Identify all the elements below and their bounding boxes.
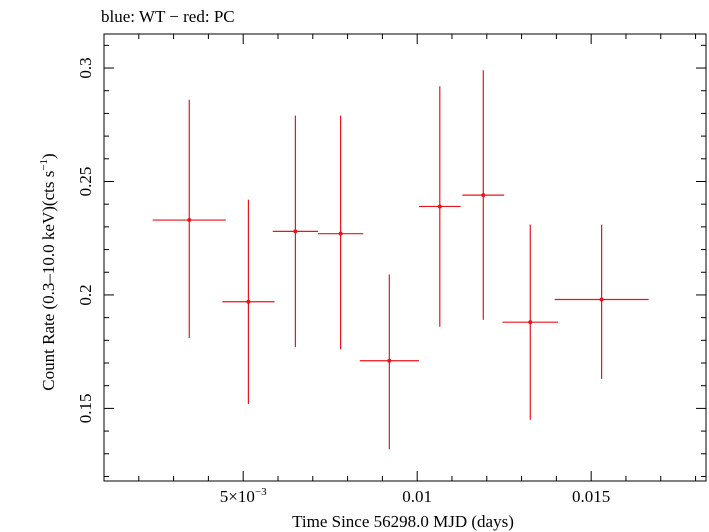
data-marker bbox=[338, 231, 343, 236]
x-axis: 5×10−3 0.01 0.015 bbox=[103, 34, 697, 506]
plot-border bbox=[103, 33, 707, 482]
x-tick-label-exponent: −3 bbox=[255, 486, 267, 498]
chart-title: blue: WT − red: PC bbox=[101, 7, 235, 26]
data-point bbox=[502, 224, 559, 420]
x-tick-label: 0.01 bbox=[402, 487, 432, 506]
data-marker bbox=[437, 204, 442, 209]
data-marker bbox=[187, 218, 192, 223]
data-series-pc bbox=[152, 70, 649, 450]
y-axis-label-exponent: −1 bbox=[38, 159, 50, 171]
plot-frame bbox=[103, 33, 707, 482]
y-tick-label: 0.3 bbox=[76, 57, 95, 78]
data-point bbox=[359, 274, 419, 450]
y-tick-label: 0.2 bbox=[76, 284, 95, 305]
x-tick-label-text: 0.01 bbox=[402, 487, 432, 506]
y-axis-label-main: Count Rate (0.3–10.0 keV)(cts s bbox=[39, 171, 58, 391]
x-axis-label: Time Since 56298.0 MJD (days) bbox=[292, 512, 514, 531]
data-marker bbox=[293, 229, 298, 234]
x-tick-label: 5×10−3 bbox=[220, 486, 267, 506]
data-marker bbox=[528, 320, 533, 325]
data-point bbox=[222, 199, 275, 404]
data-marker bbox=[387, 358, 392, 363]
x-tick-label-text: 5×10 bbox=[220, 487, 255, 506]
data-point bbox=[418, 86, 461, 327]
y-axis: 0.15 0.2 0.25 0.3 bbox=[76, 44, 706, 477]
data-marker bbox=[599, 297, 604, 302]
data-point bbox=[318, 115, 364, 350]
y-axis-label-end: ) bbox=[39, 153, 58, 159]
x-tick-label: 0.015 bbox=[572, 487, 610, 506]
data-marker bbox=[481, 193, 486, 198]
data-point bbox=[272, 115, 319, 348]
data-point bbox=[462, 70, 505, 320]
y-tick-label: 0.15 bbox=[76, 394, 95, 424]
x-tick-label-text: 0.015 bbox=[572, 487, 610, 506]
y-tick-label: 0.25 bbox=[76, 167, 95, 197]
data-point bbox=[152, 99, 226, 339]
data-point bbox=[554, 224, 649, 379]
y-axis-label: Count Rate (0.3–10.0 keV)(cts s−1) bbox=[38, 153, 58, 390]
data-marker bbox=[246, 299, 251, 304]
